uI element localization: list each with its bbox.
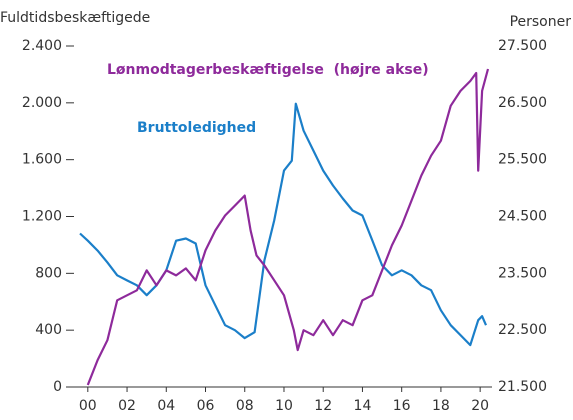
y2-tick-label: 21.500 xyxy=(498,379,547,395)
y-tick-label: 2.400 xyxy=(22,38,62,54)
series-line xyxy=(86,68,490,386)
x-tick-label: 18 xyxy=(432,398,450,414)
x-tick-label: 04 xyxy=(157,398,175,414)
x-tick-label: 12 xyxy=(314,398,332,414)
x-tick-label: 06 xyxy=(197,398,215,414)
y2-tick-label: 24.500 xyxy=(498,209,547,225)
y-tick-label: 1.600 xyxy=(22,152,62,168)
y-tick-label: 400 xyxy=(35,322,62,338)
y-tick-label: 2.000 xyxy=(22,95,62,111)
y-tick-label: 800 xyxy=(35,265,62,281)
y-tick-label: 1.200 xyxy=(22,209,62,225)
x-tick-label: 02 xyxy=(118,398,136,414)
y2-axis-label: Personer xyxy=(510,14,572,30)
y-axis-label: Fuldtidsbeskæftigede xyxy=(0,10,150,26)
y2-tick-label: 23.500 xyxy=(498,265,547,281)
y2-tick-label: 27.500 xyxy=(498,38,547,54)
series-label: Lønmodtagerbeskæftigelse (højre akse) xyxy=(107,62,429,78)
x-tick-label: 00 xyxy=(79,398,97,414)
x-tick-label: 20 xyxy=(471,398,489,414)
series-line xyxy=(79,102,488,347)
y2-tick-label: 25.500 xyxy=(498,152,547,168)
x-tick-label: 16 xyxy=(393,398,411,414)
x-tick-label: 08 xyxy=(236,398,254,414)
series-label: Bruttoledighed xyxy=(137,120,256,136)
y2-tick-label: 26.500 xyxy=(498,95,547,111)
x-tick-label: 10 xyxy=(275,398,293,414)
x-tick-label: 14 xyxy=(354,398,372,414)
y-tick-label: 0 xyxy=(53,379,62,395)
y2-tick-label: 22.500 xyxy=(498,322,547,338)
